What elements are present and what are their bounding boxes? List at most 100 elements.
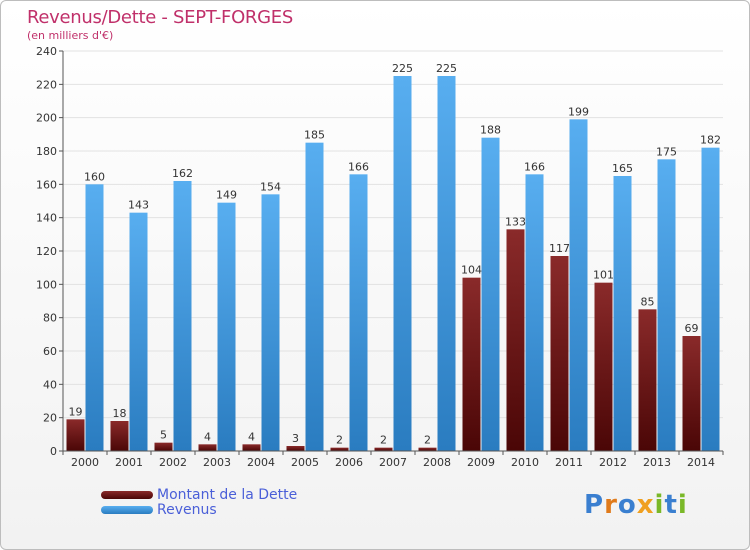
dette-value-label: 85 xyxy=(641,295,655,308)
y-tick-label: 180 xyxy=(36,145,57,158)
dette-bar xyxy=(506,229,525,451)
y-tick-label: 160 xyxy=(36,178,57,191)
x-tick-label: 2001 xyxy=(115,456,143,469)
legend-item-dette: Montant de la Dette xyxy=(101,486,298,503)
revenus-bar xyxy=(173,181,192,451)
revenus-value-label: 160 xyxy=(84,170,105,183)
y-tick-label: 240 xyxy=(36,45,57,58)
y-tick-label: 100 xyxy=(36,278,57,291)
revenus-bar xyxy=(569,119,588,451)
y-tick-label: 60 xyxy=(43,345,57,358)
dette-bar xyxy=(374,447,393,451)
dette-bar xyxy=(550,256,569,451)
logo-letter: o xyxy=(617,490,637,520)
x-tick-label: 2002 xyxy=(159,456,187,469)
x-tick-label: 2004 xyxy=(247,456,275,469)
dette-bar xyxy=(330,447,349,451)
dette-bar xyxy=(110,421,129,451)
proxiti-logo: Proxiti xyxy=(584,490,688,520)
revenus-value-label: 188 xyxy=(480,124,501,137)
revenus-value-label: 182 xyxy=(700,134,721,147)
x-tick-label: 2006 xyxy=(335,456,363,469)
y-tick-label: 120 xyxy=(36,245,57,258)
dette-bar xyxy=(242,444,261,451)
revenus-bar xyxy=(129,212,148,451)
revenus-value-label: 149 xyxy=(216,189,237,202)
dette-bar xyxy=(286,446,305,451)
revenus-bar xyxy=(349,174,368,452)
y-tick-label: 40 xyxy=(43,378,57,391)
logo-letter: i xyxy=(654,490,665,520)
dette-bar xyxy=(198,444,217,451)
logo-letter: i xyxy=(677,490,688,520)
revenus-bar xyxy=(393,76,412,451)
x-tick-label: 2005 xyxy=(291,456,319,469)
revenus-value-label: 143 xyxy=(128,199,149,212)
logo-letter: x xyxy=(636,490,655,520)
x-tick-label: 2007 xyxy=(379,456,407,469)
y-tick-label: 0 xyxy=(50,445,57,458)
x-tick-label: 2014 xyxy=(687,456,715,469)
dette-bar xyxy=(66,419,85,451)
revenus-value-label: 199 xyxy=(568,105,589,118)
logo-letter: t xyxy=(664,490,678,520)
x-tick-label: 2012 xyxy=(599,456,627,469)
dette-value-label: 101 xyxy=(593,269,614,282)
dette-value-label: 2 xyxy=(336,434,343,447)
revenus-bar xyxy=(217,202,236,451)
dette-value-label: 2 xyxy=(380,434,387,447)
y-tick-label: 200 xyxy=(36,112,57,125)
legend-item-revenus: Revenus xyxy=(101,501,297,518)
logo-letter: r xyxy=(604,490,618,520)
dette-value-label: 18 xyxy=(113,407,127,420)
legend-label-revenus: Revenus xyxy=(157,501,217,518)
dette-value-label: 4 xyxy=(248,430,255,443)
revenus-bar xyxy=(481,137,500,451)
dette-bar xyxy=(638,309,657,451)
revenus-bar xyxy=(657,159,676,452)
x-tick-label: 2008 xyxy=(423,456,451,469)
x-tick-label: 2000 xyxy=(71,456,99,469)
logo-letter: P xyxy=(584,490,605,520)
chart-subtitle: (en milliers d'€) xyxy=(27,29,114,42)
revenus-value-label: 225 xyxy=(436,62,457,75)
dette-value-label: 69 xyxy=(685,322,699,335)
revenus-bar xyxy=(525,174,544,452)
x-tick-label: 2011 xyxy=(555,456,583,469)
dette-value-label: 4 xyxy=(204,430,211,443)
revenus-value-label: 166 xyxy=(524,160,545,173)
revenus-value-label: 166 xyxy=(348,160,369,173)
x-tick-label: 2009 xyxy=(467,456,495,469)
y-tick-label: 20 xyxy=(43,412,57,425)
dette-value-label: 3 xyxy=(292,432,299,445)
x-tick-label: 2010 xyxy=(511,456,539,469)
revenus-value-label: 185 xyxy=(304,129,325,142)
x-tick-label: 2003 xyxy=(203,456,231,469)
revenus-bar xyxy=(305,142,324,451)
revenus-bar xyxy=(701,147,720,451)
revenus-value-label: 165 xyxy=(612,162,633,175)
legend-swatch-revenus xyxy=(101,505,153,514)
revenus-value-label: 175 xyxy=(656,145,677,158)
dette-value-label: 117 xyxy=(549,242,570,255)
dette-bar xyxy=(462,277,481,451)
dette-value-label: 5 xyxy=(160,429,167,442)
dette-bar xyxy=(594,282,613,451)
dette-bar xyxy=(418,447,437,451)
y-tick-label: 140 xyxy=(36,212,57,225)
dette-bar xyxy=(154,442,173,451)
y-tick-label: 220 xyxy=(36,78,57,91)
chart-title: Revenus/Dette - SEPT-FORGES xyxy=(27,7,293,28)
revenus-bar xyxy=(85,184,104,452)
dette-value-label: 19 xyxy=(69,405,83,418)
revenus-value-label: 162 xyxy=(172,167,193,180)
revenus-bar xyxy=(613,176,632,451)
dette-value-label: 104 xyxy=(461,264,482,277)
legend-label-dette: Montant de la Dette xyxy=(157,486,298,503)
y-tick-label: 80 xyxy=(43,312,57,325)
dette-value-label: 2 xyxy=(424,434,431,447)
revenus-bar xyxy=(437,76,456,451)
revenus-value-label: 225 xyxy=(392,62,413,75)
